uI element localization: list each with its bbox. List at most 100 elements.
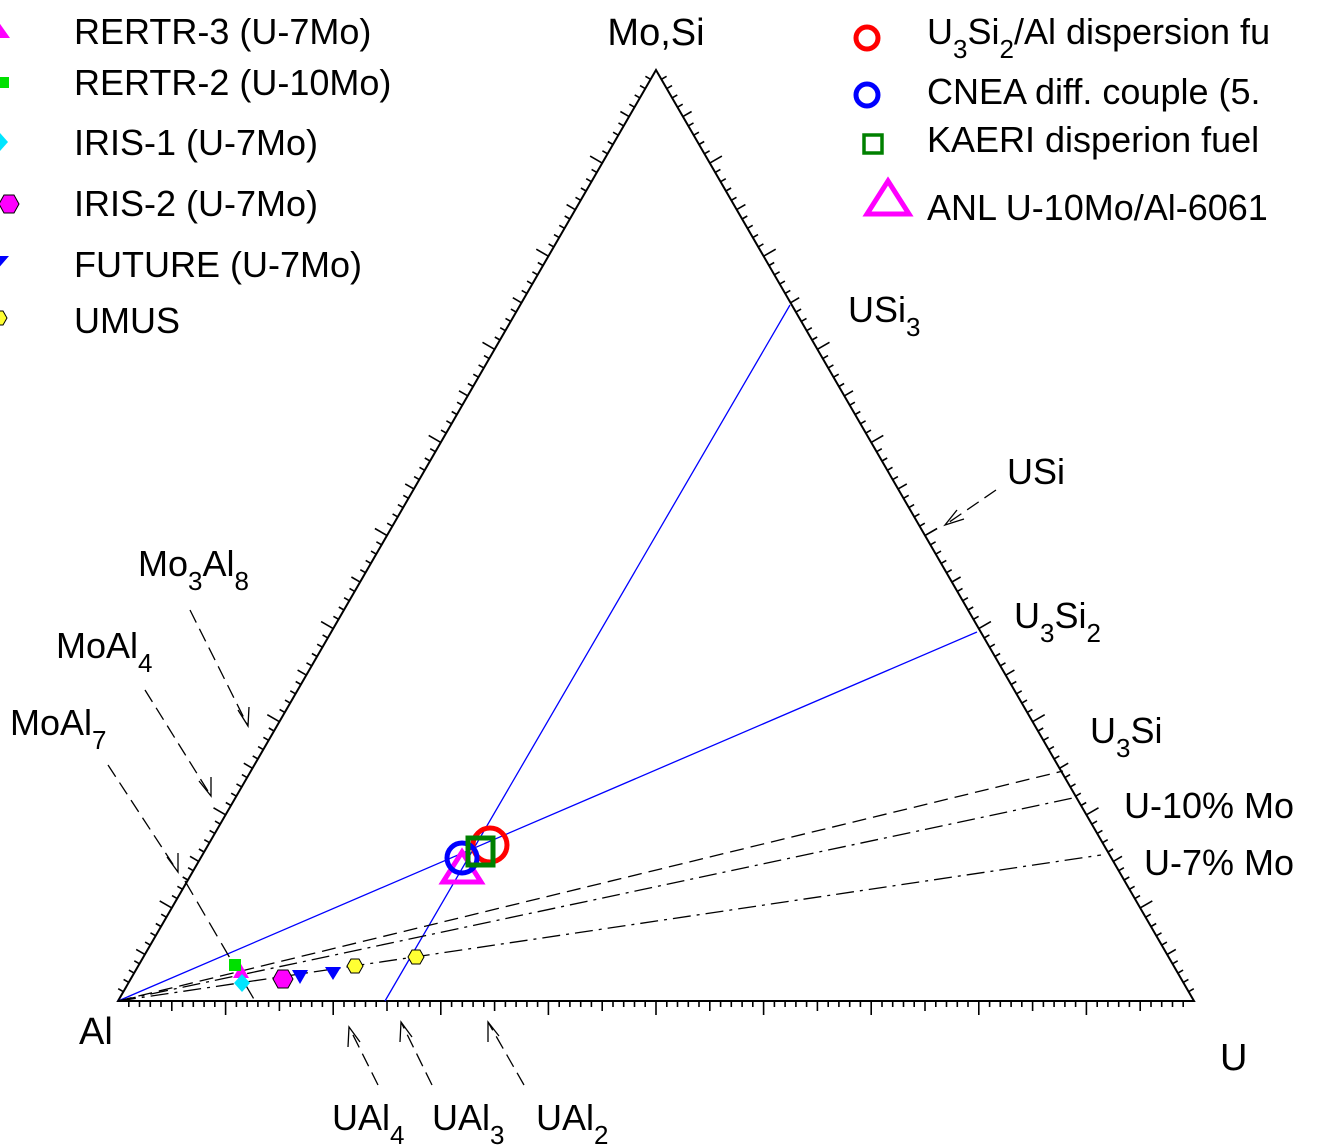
legend-label-iris1: IRIS-1 (U-7Mo) [74, 122, 318, 163]
tick-mark [306, 662, 313, 667]
tick-mark [160, 913, 167, 918]
tick-mark [532, 271, 538, 276]
tick-mark [924, 527, 938, 537]
legend-label-cnea: CNEA diff. couple (5. [927, 71, 1261, 112]
marker-future-1 [325, 967, 341, 980]
tick-mark [397, 503, 404, 509]
legend-label-rertr3: RERTR-3 (U-7Mo) [74, 11, 371, 52]
tick-mark [1069, 783, 1076, 788]
tick-mark [404, 483, 415, 490]
tick-mark [720, 178, 727, 183]
arrowhead-moal7 [166, 853, 179, 874]
arrow-mo3al8 [189, 609, 249, 727]
legend-marker-cnea [853, 81, 881, 109]
tick-mark [135, 948, 146, 956]
arrow-usi [944, 489, 997, 526]
tick-mark [268, 727, 275, 732]
tick-mark [1177, 969, 1184, 974]
line-al-u3si [117, 770, 1064, 1002]
vertex-label-al: Al [79, 1011, 113, 1053]
tick-mark [816, 341, 830, 350]
tick-mark [951, 576, 961, 583]
legend-marker-kaeri [862, 133, 884, 155]
marker-rertr2 [229, 959, 241, 971]
tick-mark [1005, 669, 1015, 676]
tick-mark [736, 203, 746, 211]
composition-lines [117, 770, 1102, 1002]
tick-mark [747, 224, 754, 229]
tick-mark [322, 634, 329, 639]
tick-mark [935, 550, 942, 555]
marker-cnea-diff-couple [444, 840, 480, 876]
tick-mark [774, 271, 780, 276]
tick-mark [1123, 876, 1130, 881]
tick-mark [1085, 807, 1099, 816]
legend-marker-u3si2-al [853, 24, 881, 52]
phase-label-u7mo: U-7% Mo [1144, 842, 1294, 883]
tick-mark [236, 783, 243, 788]
tie-lines [117, 304, 978, 1002]
arrowhead-ual4 [347, 1025, 361, 1048]
tick-mark [320, 620, 334, 630]
tie-line-al-u3si2 [117, 631, 978, 1002]
legend-marker-anl [862, 176, 914, 217]
tick-mark [983, 634, 990, 639]
tick-mark [619, 110, 630, 118]
tick-mark [661, 75, 667, 80]
tick-mark [1016, 690, 1023, 695]
tick-mark [213, 807, 227, 816]
tick-mark [535, 248, 549, 257]
legend-marker-rertr3 [0, 23, 10, 38]
tick-mark [1107, 848, 1114, 853]
marker-umus-1 [407, 949, 425, 965]
marker-kaeri-dispersion [465, 835, 496, 868]
tick-mark [376, 541, 382, 546]
phase-label-ual2: UAl2 [536, 1097, 608, 1148]
tick-mark [413, 475, 420, 481]
tick-mark [428, 434, 442, 444]
tick-mark [585, 178, 592, 183]
phase-label-usi3: USi3 [848, 289, 920, 342]
tick-mark [682, 110, 693, 118]
tick-mark [1096, 829, 1103, 835]
arrowhead-moal4 [198, 777, 212, 798]
vertex-label-u: U [1220, 1037, 1247, 1079]
legend-label-future: FUTURE (U-7Mo) [74, 244, 362, 285]
tick-mark [591, 168, 598, 174]
marker-future-2 [292, 970, 308, 984]
phase-label-usi: USi [1007, 451, 1065, 492]
tick-mark [424, 457, 431, 462]
legend-label-umus: UMUS [74, 300, 180, 341]
tick-mark [1037, 727, 1044, 732]
tick-mark [763, 248, 777, 257]
tick-mark [639, 84, 646, 90]
data-markers [229, 825, 510, 992]
tick-mark [714, 168, 721, 174]
tick-mark [1139, 900, 1153, 909]
phase-label-moal4: MoAl4 [56, 625, 153, 678]
marker-iris1 [234, 974, 250, 992]
tick-mark [730, 196, 737, 201]
line-al-u7mo [117, 854, 1102, 1002]
tick-mark [989, 643, 996, 648]
tick-mark [897, 483, 908, 490]
tick-mark [870, 434, 884, 444]
tick-mark [266, 714, 280, 723]
tick-mark [198, 848, 205, 853]
tick-mark [252, 755, 259, 760]
legend-label-anl: ANL U-10Mo/Al-6061 [927, 187, 1268, 228]
annotation-arrows [107, 489, 997, 1086]
tick-mark [908, 503, 915, 509]
tick-mark [521, 289, 528, 295]
tick-mark [790, 297, 800, 304]
tick-mark [289, 690, 296, 695]
legend-experiments: U3Si2/Al dispersion fu CNEA diff. couple… [853, 11, 1270, 228]
tick-mark [1059, 762, 1069, 769]
legend-label-iris2: IRIS-2 (U-7Mo) [74, 183, 318, 224]
tick-mark [1145, 913, 1152, 918]
tick-mark [666, 84, 673, 90]
phase-label-u3si: U3Si [1090, 710, 1162, 763]
phase-label-moal7: MoAl7 [10, 702, 107, 755]
legend-marker-iris1 [0, 133, 8, 151]
